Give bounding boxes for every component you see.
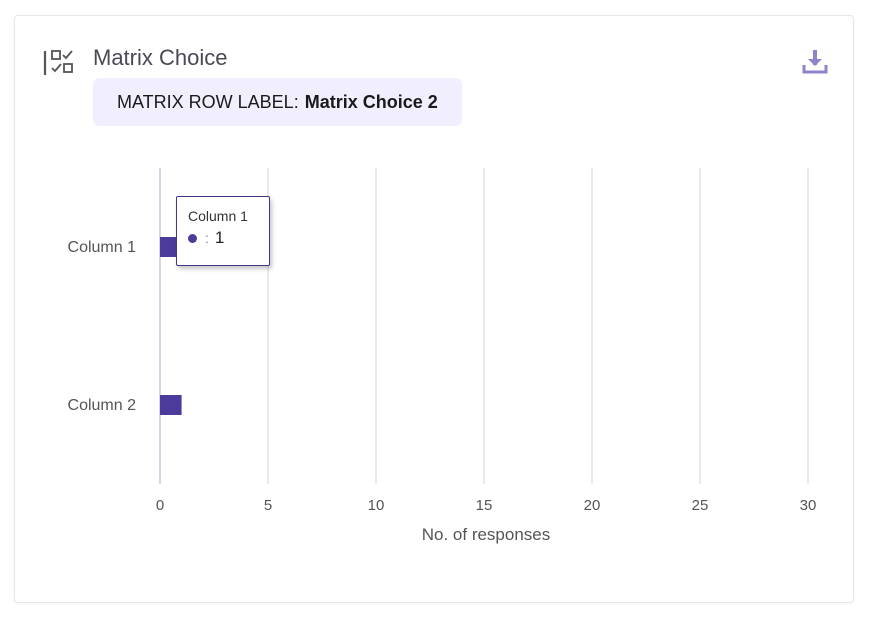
x-tick-label: 25: [692, 497, 709, 514]
category-label: Column 2: [68, 397, 137, 414]
chart-tooltip: Column 1 : 1: [176, 196, 270, 266]
question-title: Matrix Choice: [93, 45, 228, 70]
tooltip-value: 1: [214, 228, 225, 247]
x-tick-label: 30: [800, 497, 817, 514]
row-label-value: Matrix Choice 2: [304, 91, 438, 112]
x-axis-label: No. of responses: [422, 525, 551, 544]
question-card: Matrix Choice MATRIX ROW LABEL: Matrix C…: [14, 15, 854, 603]
x-tick-label: 10: [368, 497, 385, 514]
matrix-row-label: MATRIX ROW LABEL: Matrix Choice 2: [93, 78, 462, 126]
tooltip-category: Column 1: [188, 208, 248, 224]
row-label-prefix: MATRIX ROW LABEL:: [117, 91, 299, 112]
download-icon[interactable]: [801, 48, 829, 76]
tooltip-series-dot: [188, 233, 197, 243]
x-tick-label: 15: [476, 497, 493, 514]
bar: [160, 395, 182, 415]
category-label: Column 1: [68, 239, 137, 256]
x-tick-label: 0: [156, 497, 164, 514]
tooltip-separator: :: [205, 230, 209, 246]
matrix-choice-icon: [43, 50, 73, 75]
x-tick-label: 20: [584, 497, 601, 514]
x-tick-label: 5: [264, 497, 272, 514]
